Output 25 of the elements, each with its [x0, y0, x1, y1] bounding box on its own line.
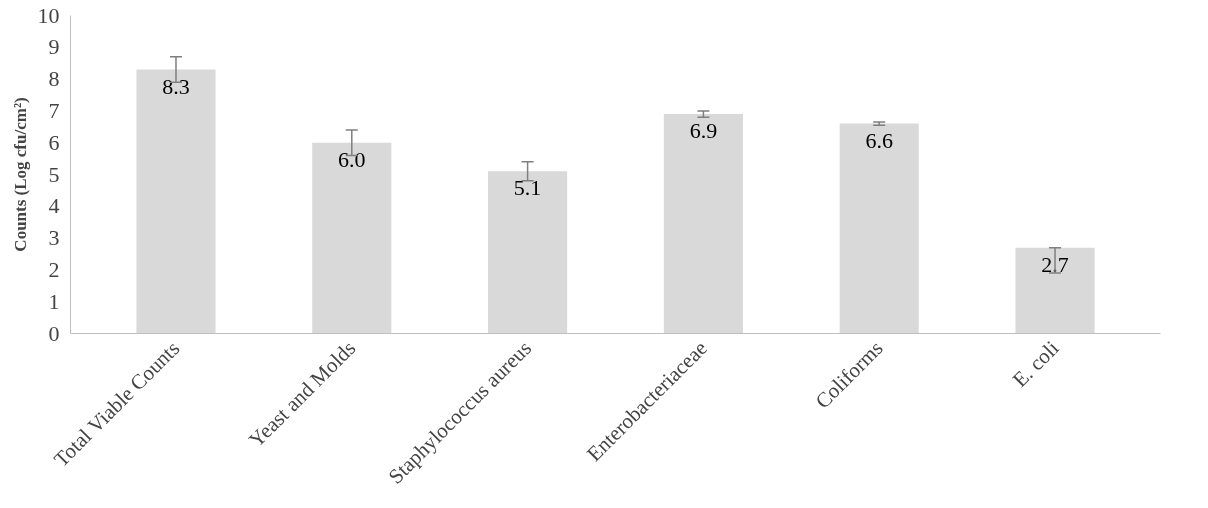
y-tick-label: 6: [48, 129, 60, 155]
bar: [839, 123, 919, 334]
bar: [663, 114, 743, 334]
bar: [136, 69, 216, 334]
data-label: 6.0: [338, 146, 366, 172]
y-tick-label: 7: [48, 97, 60, 123]
y-tick-label: 0: [48, 320, 60, 346]
y-tick-label: 3: [48, 225, 60, 251]
y-tick-label: 8: [48, 66, 60, 92]
data-label: 6.6: [865, 127, 893, 153]
bar: [1015, 247, 1095, 334]
data-label: 8.3: [162, 73, 190, 99]
y-tick-label: 1: [48, 288, 60, 314]
data-label: 6.9: [689, 118, 718, 144]
y-tick-label: 2: [48, 256, 60, 282]
y-tick-label: 9: [48, 34, 60, 60]
y-axis-title: Counts (Log cfu/cm²): [10, 97, 30, 252]
data-label: 5.1: [513, 175, 542, 201]
y-tick-label: 5: [48, 161, 60, 187]
bar: [488, 171, 568, 334]
data-label: 2.7: [1041, 251, 1069, 277]
bar: [312, 142, 392, 334]
x-tick-label: E. coli: [1007, 335, 1064, 392]
y-tick-label: 4: [48, 193, 60, 219]
y-tick-label: 10: [37, 2, 60, 28]
